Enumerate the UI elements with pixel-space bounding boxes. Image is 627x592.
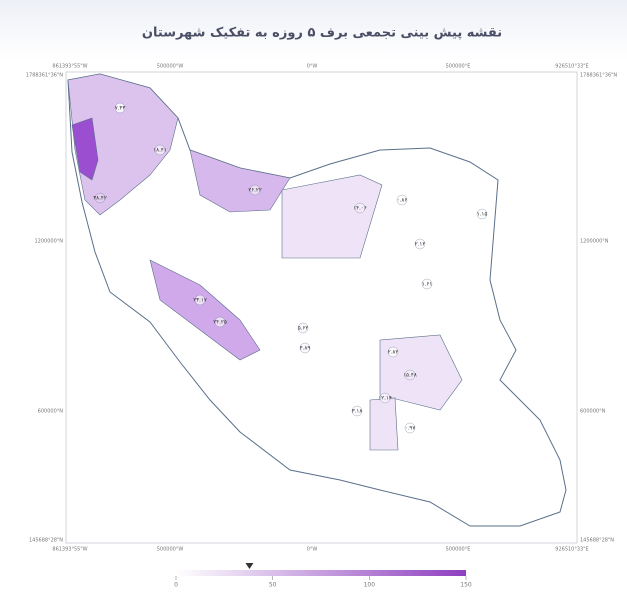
highlight-region bbox=[379, 334, 463, 411]
region-label: ۰.۸۶ bbox=[397, 198, 408, 204]
region-value bbox=[299, 342, 311, 354]
highlight-region bbox=[369, 397, 399, 451]
region-value bbox=[354, 202, 366, 214]
region-label: ۲.۸۲ bbox=[388, 350, 399, 356]
region-label: ۴.۸۹ bbox=[300, 346, 311, 352]
x-coord-label: 500000°W bbox=[157, 64, 184, 70]
colorbar bbox=[176, 570, 466, 576]
region-value bbox=[421, 278, 433, 290]
colorbar-tick-label: 0 bbox=[174, 582, 178, 589]
x-coord-label: 0°W bbox=[307, 64, 318, 70]
region-label: ۲۴.۲۵ bbox=[213, 320, 227, 326]
region-value bbox=[396, 194, 408, 206]
x-coord-label: 926510°33"E bbox=[555, 547, 588, 553]
region-value bbox=[351, 405, 363, 417]
x-coord-label: 0°W bbox=[307, 547, 318, 553]
region-value bbox=[414, 238, 426, 250]
header-bg bbox=[0, 0, 627, 60]
region-value bbox=[297, 322, 309, 334]
y-coord-label: 145688°28"N bbox=[580, 538, 614, 544]
region-value bbox=[94, 192, 106, 204]
region-value bbox=[404, 369, 416, 381]
x-coord-label: 500000°E bbox=[446, 64, 471, 70]
colorbar-tick-label: 50 bbox=[269, 582, 277, 589]
region-label: ۱۸.۴۱ bbox=[153, 148, 167, 154]
region-value bbox=[387, 346, 399, 358]
region-value bbox=[249, 184, 261, 196]
region-label: ۱۲.۱۴ bbox=[378, 396, 392, 402]
highlight-region bbox=[281, 174, 383, 259]
y-coord-label: 145688°28"N bbox=[29, 538, 63, 544]
highlight-region bbox=[71, 117, 99, 181]
region-label: ۰.۹۷ bbox=[405, 426, 416, 432]
x-coord-label: 926510°33"E bbox=[555, 64, 588, 70]
region-label: ۱.۱۵ bbox=[477, 212, 488, 218]
y-coord-label: 1200000°N bbox=[34, 239, 63, 245]
region-label: ۲.۱۲ bbox=[415, 242, 426, 248]
y-coord-label: 600000°N bbox=[580, 409, 606, 415]
region-value bbox=[214, 316, 226, 328]
region-label: ۲۳.۱۷ bbox=[193, 298, 207, 304]
region-value bbox=[114, 102, 126, 114]
y-coord-label: 1788361°36"N bbox=[580, 73, 617, 79]
region-label: ۳.۱۸ bbox=[352, 409, 363, 415]
y-coord-label: 600000°N bbox=[38, 409, 64, 415]
colorbar-tick-label: 100 bbox=[364, 582, 376, 589]
region-value bbox=[476, 208, 488, 220]
y-coord-label: 1200000°N bbox=[580, 239, 609, 245]
region-label: ۱.۶۱ bbox=[422, 282, 433, 288]
region-label: ۲۶.۲۲ bbox=[248, 188, 262, 194]
x-coord-label: 500000°W bbox=[157, 547, 184, 553]
title: نقشه پیش بینی تجمعی برف ۵ روزه به تفکیک … bbox=[142, 26, 502, 41]
colorbar-marker bbox=[245, 563, 254, 569]
highlight-region bbox=[149, 259, 261, 361]
region-label: ۷.۴۳ bbox=[115, 106, 126, 112]
region-value bbox=[379, 392, 391, 404]
region-value bbox=[194, 294, 206, 306]
region-label: ۵.۶۲ bbox=[298, 326, 309, 332]
region-label: ۱۵.۴۸ bbox=[403, 373, 417, 379]
region-value bbox=[404, 422, 416, 434]
y-coord-label: 1788361°36"N bbox=[26, 73, 63, 79]
x-coord-label: 861393°55"W bbox=[52, 64, 87, 70]
region-label: ۱۴.۰۶ bbox=[353, 206, 367, 212]
region-value bbox=[154, 144, 166, 156]
highlight-region bbox=[189, 149, 291, 213]
x-coord-label: 500000°E bbox=[446, 547, 471, 553]
region-label: ۳۸.۴۲ bbox=[93, 196, 107, 202]
highlight-region bbox=[67, 73, 179, 216]
x-coord-label: 861393°55"W bbox=[52, 547, 87, 553]
colorbar-tick-label: 150 bbox=[460, 582, 472, 589]
